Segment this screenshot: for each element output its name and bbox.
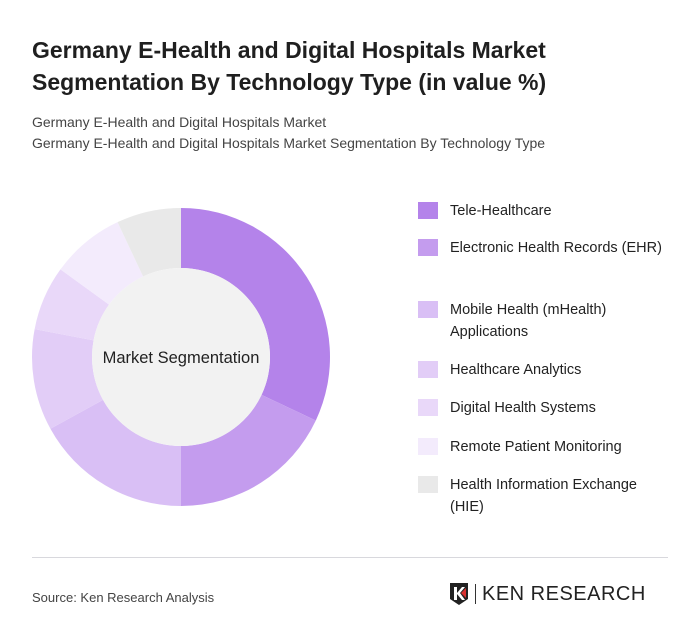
legend-label: Health Information Exchange (HIE) (450, 477, 637, 515)
legend-label: Digital Health Systems (450, 400, 596, 416)
slice-remote-patient-monitoring[interactable] (60, 222, 144, 305)
donut-center (92, 268, 270, 446)
legend-swatch (418, 361, 438, 378)
donut-chart: Market Segmentation (31, 208, 330, 506)
legend-swatch (418, 438, 438, 455)
legend-swatch (418, 239, 438, 256)
slice-mobile-health-mhealth-applications[interactable] (50, 399, 182, 506)
legend-item: Tele-Healthcare (418, 200, 670, 222)
legend-label: Tele-Healthcare (450, 203, 552, 219)
subtitle-segmentation: Germany E-Health and Digital Hospitals M… (32, 135, 546, 151)
slice-electronic-health-records-ehr[interactable] (181, 394, 316, 506)
divider (32, 557, 668, 558)
legend-item: Electronic Health Records (EHR) (418, 237, 670, 259)
legend-label: Electronic Health Records (EHR) (450, 240, 662, 256)
legend-swatch (418, 301, 438, 318)
slice-health-information-exchange-hie[interactable] (117, 208, 181, 277)
legend-swatch (418, 399, 438, 416)
legend-swatch (418, 476, 438, 493)
legend-item: Remote Patient Monitoring (418, 436, 670, 458)
slice-healthcare-analytics[interactable] (31, 329, 104, 429)
legend-label: Remote Patient Monitoring (450, 439, 622, 455)
legend-label: Mobile Health (mHealth) Applications (450, 302, 607, 340)
source-note: Source: Ken Research Analysis (32, 590, 215, 605)
center-label: Market Segmentation (103, 349, 260, 367)
legend-item: Health Information Exchange (HIE) (418, 474, 670, 518)
ken-research-logo: KEN RESEARCH (448, 582, 646, 606)
slice-tele-healthcare[interactable] (181, 208, 330, 421)
logo-k-icon (450, 583, 468, 605)
legend-swatch (418, 202, 438, 219)
logo-text: KEN RESEARCH (482, 582, 646, 605)
chart-title: Germany E-Health and Digital Hospitals M… (32, 37, 547, 95)
legend-label: Healthcare Analytics (450, 362, 582, 378)
subtitle-market: Germany E-Health and Digital Hospitals M… (32, 114, 327, 130)
legend-item: Mobile Health (mHealth) Applications (418, 299, 670, 343)
legend-item: Digital Health Systems (418, 397, 670, 419)
legend-item: Healthcare Analytics (418, 359, 670, 381)
slice-digital-health-systems[interactable] (34, 269, 109, 341)
